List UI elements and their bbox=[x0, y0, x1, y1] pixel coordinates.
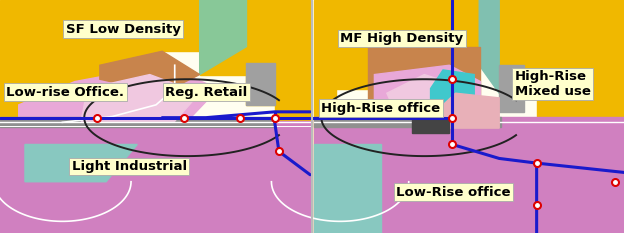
Polygon shape bbox=[19, 65, 218, 121]
Bar bbox=[314, 0, 383, 89]
Bar bbox=[246, 0, 309, 105]
Bar bbox=[200, 0, 246, 75]
Bar bbox=[100, 0, 162, 65]
Polygon shape bbox=[22, 116, 275, 233]
Bar bbox=[537, 0, 624, 233]
Bar bbox=[19, 84, 81, 116]
Polygon shape bbox=[25, 144, 137, 182]
Text: MF High Density: MF High Density bbox=[340, 32, 463, 45]
Text: High-Rise office: High-Rise office bbox=[321, 102, 441, 115]
Polygon shape bbox=[431, 70, 474, 112]
Bar bbox=[0, 116, 275, 127]
Polygon shape bbox=[374, 65, 480, 121]
Bar bbox=[499, 0, 537, 93]
Polygon shape bbox=[443, 93, 499, 128]
Bar bbox=[479, 175, 501, 233]
Bar bbox=[499, 65, 524, 112]
Polygon shape bbox=[314, 144, 381, 233]
Polygon shape bbox=[368, 47, 480, 116]
Bar bbox=[445, 0, 479, 51]
Bar bbox=[412, 118, 449, 133]
Bar bbox=[314, 89, 336, 233]
Text: SF Low Density: SF Low Density bbox=[66, 23, 180, 36]
Bar bbox=[275, 0, 310, 233]
Bar bbox=[162, 0, 200, 51]
Bar bbox=[383, 0, 445, 61]
Polygon shape bbox=[81, 75, 200, 121]
Bar bbox=[0, 0, 310, 233]
Polygon shape bbox=[479, 0, 499, 93]
Bar bbox=[499, 175, 537, 233]
Polygon shape bbox=[0, 121, 310, 233]
Bar bbox=[314, 0, 624, 233]
Polygon shape bbox=[314, 116, 624, 233]
Text: Reg. Retail: Reg. Retail bbox=[165, 86, 248, 99]
Bar bbox=[0, 89, 22, 233]
Text: High-Rise
Mixed use: High-Rise Mixed use bbox=[515, 70, 591, 98]
Text: Low-Rise office: Low-Rise office bbox=[396, 186, 510, 199]
Bar bbox=[246, 63, 275, 105]
Polygon shape bbox=[100, 51, 200, 93]
Text: Low-rise Office.: Low-rise Office. bbox=[6, 86, 124, 99]
Bar bbox=[314, 117, 501, 127]
Text: Light Industrial: Light Industrial bbox=[72, 160, 187, 173]
Polygon shape bbox=[387, 75, 468, 121]
Polygon shape bbox=[200, 0, 246, 75]
Bar bbox=[479, 0, 501, 65]
Bar bbox=[0, 0, 100, 89]
